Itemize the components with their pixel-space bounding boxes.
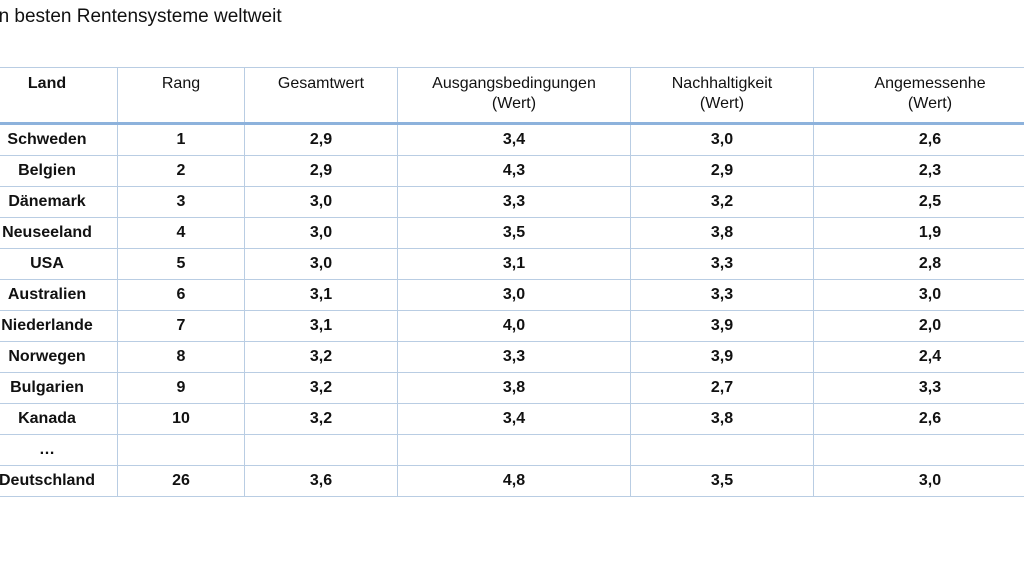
cell-ausgangsbedingungen: 3,3: [397, 341, 631, 373]
cell-nachhaltigkeit: 3,8: [630, 217, 814, 249]
column-header-nachhaltigkeit: Nachhaltigkeit (Wert): [630, 67, 814, 124]
cell-rang: 26: [117, 465, 245, 497]
cell-ausgangsbedingungen: 3,5: [397, 217, 631, 249]
table-row: Niederlande 7 3,1 4,0 3,9 2,0: [0, 310, 1024, 342]
cell-land: USA: [0, 248, 118, 280]
cell-nachhaltigkeit: 3,8: [630, 403, 814, 435]
table-row: Schweden 1 2,9 3,4 3,0 2,6: [0, 123, 1024, 156]
cell-nachhaltigkeit: 2,9: [630, 155, 814, 187]
cell-gesamtwert: 3,0: [244, 248, 398, 280]
table-row: Norwegen 8 3,2 3,3 3,9 2,4: [0, 341, 1024, 373]
cell-angemessenheit: 3,0: [813, 465, 1024, 497]
cell-gesamtwert: 3,0: [244, 186, 398, 218]
cell-rang: 2: [117, 155, 245, 187]
page-title: hn besten Rentensysteme weltweit: [0, 6, 282, 27]
cell-gesamtwert: [244, 434, 398, 466]
cell-rang: 7: [117, 310, 245, 342]
table-row: Deutschland 26 3,6 4,8 3,5 3,0: [0, 465, 1024, 497]
cell-land: Norwegen: [0, 341, 118, 373]
cell-gesamtwert: 3,2: [244, 341, 398, 373]
table-row: …: [0, 434, 1024, 466]
cell-gesamtwert: 3,1: [244, 310, 398, 342]
cell-angemessenheit: 2,6: [813, 403, 1024, 435]
cell-nachhaltigkeit: 3,9: [630, 341, 814, 373]
cell-ausgangsbedingungen: 3,4: [397, 403, 631, 435]
cell-gesamtwert: 3,2: [244, 403, 398, 435]
cell-land: Bulgarien: [0, 372, 118, 404]
cell-gesamtwert: 3,1: [244, 279, 398, 311]
cell-nachhaltigkeit: 3,3: [630, 248, 814, 280]
ranking-table: Land Rang Gesamtwert Ausgangsbedingungen…: [0, 67, 1024, 497]
cell-gesamtwert: 2,9: [244, 155, 398, 187]
cell-land: …: [0, 434, 118, 466]
cell-rang: 6: [117, 279, 245, 311]
column-header-ausgangsbedingungen: Ausgangsbedingungen (Wert): [397, 67, 631, 124]
cell-ausgangsbedingungen: 4,3: [397, 155, 631, 187]
cell-ausgangsbedingungen: 3,8: [397, 372, 631, 404]
cell-angemessenheit: 2,5: [813, 186, 1024, 218]
cell-land: Dänemark: [0, 186, 118, 218]
cell-ausgangsbedingungen: 4,8: [397, 465, 631, 497]
cell-angemessenheit: 2,6: [813, 123, 1024, 156]
column-header-gesamtwert: Gesamtwert: [244, 67, 398, 124]
cell-ausgangsbedingungen: [397, 434, 631, 466]
cell-land: Australien: [0, 279, 118, 311]
table-row: Australien 6 3,1 3,0 3,3 3,0: [0, 279, 1024, 311]
cell-ausgangsbedingungen: 3,3: [397, 186, 631, 218]
cell-rang: 10: [117, 403, 245, 435]
cell-angemessenheit: 3,0: [813, 279, 1024, 311]
cell-ausgangsbedingungen: 3,0: [397, 279, 631, 311]
cell-gesamtwert: 3,6: [244, 465, 398, 497]
cell-land: Kanada: [0, 403, 118, 435]
cell-nachhaltigkeit: 3,5: [630, 465, 814, 497]
cell-nachhaltigkeit: 3,3: [630, 279, 814, 311]
table-row: Neuseeland 4 3,0 3,5 3,8 1,9: [0, 217, 1024, 249]
table-header-row: Land Rang Gesamtwert Ausgangsbedingungen…: [0, 67, 1024, 124]
cell-rang: [117, 434, 245, 466]
cell-nachhaltigkeit: 2,7: [630, 372, 814, 404]
cell-rang: 9: [117, 372, 245, 404]
table-body: Schweden 1 2,9 3,4 3,0 2,6 Belgien 2 2,9 4,3 2,9 2,…: [0, 123, 1024, 497]
table-row: USA 5 3,0 3,1 3,3 2,8: [0, 248, 1024, 280]
cell-gesamtwert: 3,2: [244, 372, 398, 404]
ranking-table-container: Land Rang Gesamtwert Ausgangsbedingungen…: [0, 67, 1024, 497]
cell-land: Schweden: [0, 123, 118, 156]
cell-rang: 5: [117, 248, 245, 280]
cell-angemessenheit: [813, 434, 1024, 466]
cell-nachhaltigkeit: 3,0: [630, 123, 814, 156]
cell-ausgangsbedingungen: 3,1: [397, 248, 631, 280]
cell-angemessenheit: 1,9: [813, 217, 1024, 249]
cell-rang: 4: [117, 217, 245, 249]
cell-ausgangsbedingungen: 3,4: [397, 123, 631, 156]
cell-nachhaltigkeit: 3,9: [630, 310, 814, 342]
cell-angemessenheit: 2,4: [813, 341, 1024, 373]
column-header-rang: Rang: [117, 67, 245, 124]
column-header-angemessenheit: Angemessenhe (Wert): [813, 67, 1024, 124]
cell-rang: 1: [117, 123, 245, 156]
cell-nachhaltigkeit: [630, 434, 814, 466]
cell-land: Niederlande: [0, 310, 118, 342]
cell-gesamtwert: 2,9: [244, 123, 398, 156]
cell-ausgangsbedingungen: 4,0: [397, 310, 631, 342]
cell-angemessenheit: 2,8: [813, 248, 1024, 280]
cell-land: Deutschland: [0, 465, 118, 497]
cell-angemessenheit: 2,3: [813, 155, 1024, 187]
cell-land: Neuseeland: [0, 217, 118, 249]
table-row: Dänemark 3 3,0 3,3 3,2 2,5: [0, 186, 1024, 218]
table-row: Belgien 2 2,9 4,3 2,9 2,3: [0, 155, 1024, 187]
column-header-land: Land: [0, 67, 118, 124]
table-row: Kanada 10 3,2 3,4 3,8 2,6: [0, 403, 1024, 435]
cell-gesamtwert: 3,0: [244, 217, 398, 249]
cell-rang: 3: [117, 186, 245, 218]
cell-nachhaltigkeit: 3,2: [630, 186, 814, 218]
table-row: Bulgarien 9 3,2 3,8 2,7 3,3: [0, 372, 1024, 404]
cell-land: Belgien: [0, 155, 118, 187]
cell-angemessenheit: 3,3: [813, 372, 1024, 404]
cell-angemessenheit: 2,0: [813, 310, 1024, 342]
cell-rang: 8: [117, 341, 245, 373]
